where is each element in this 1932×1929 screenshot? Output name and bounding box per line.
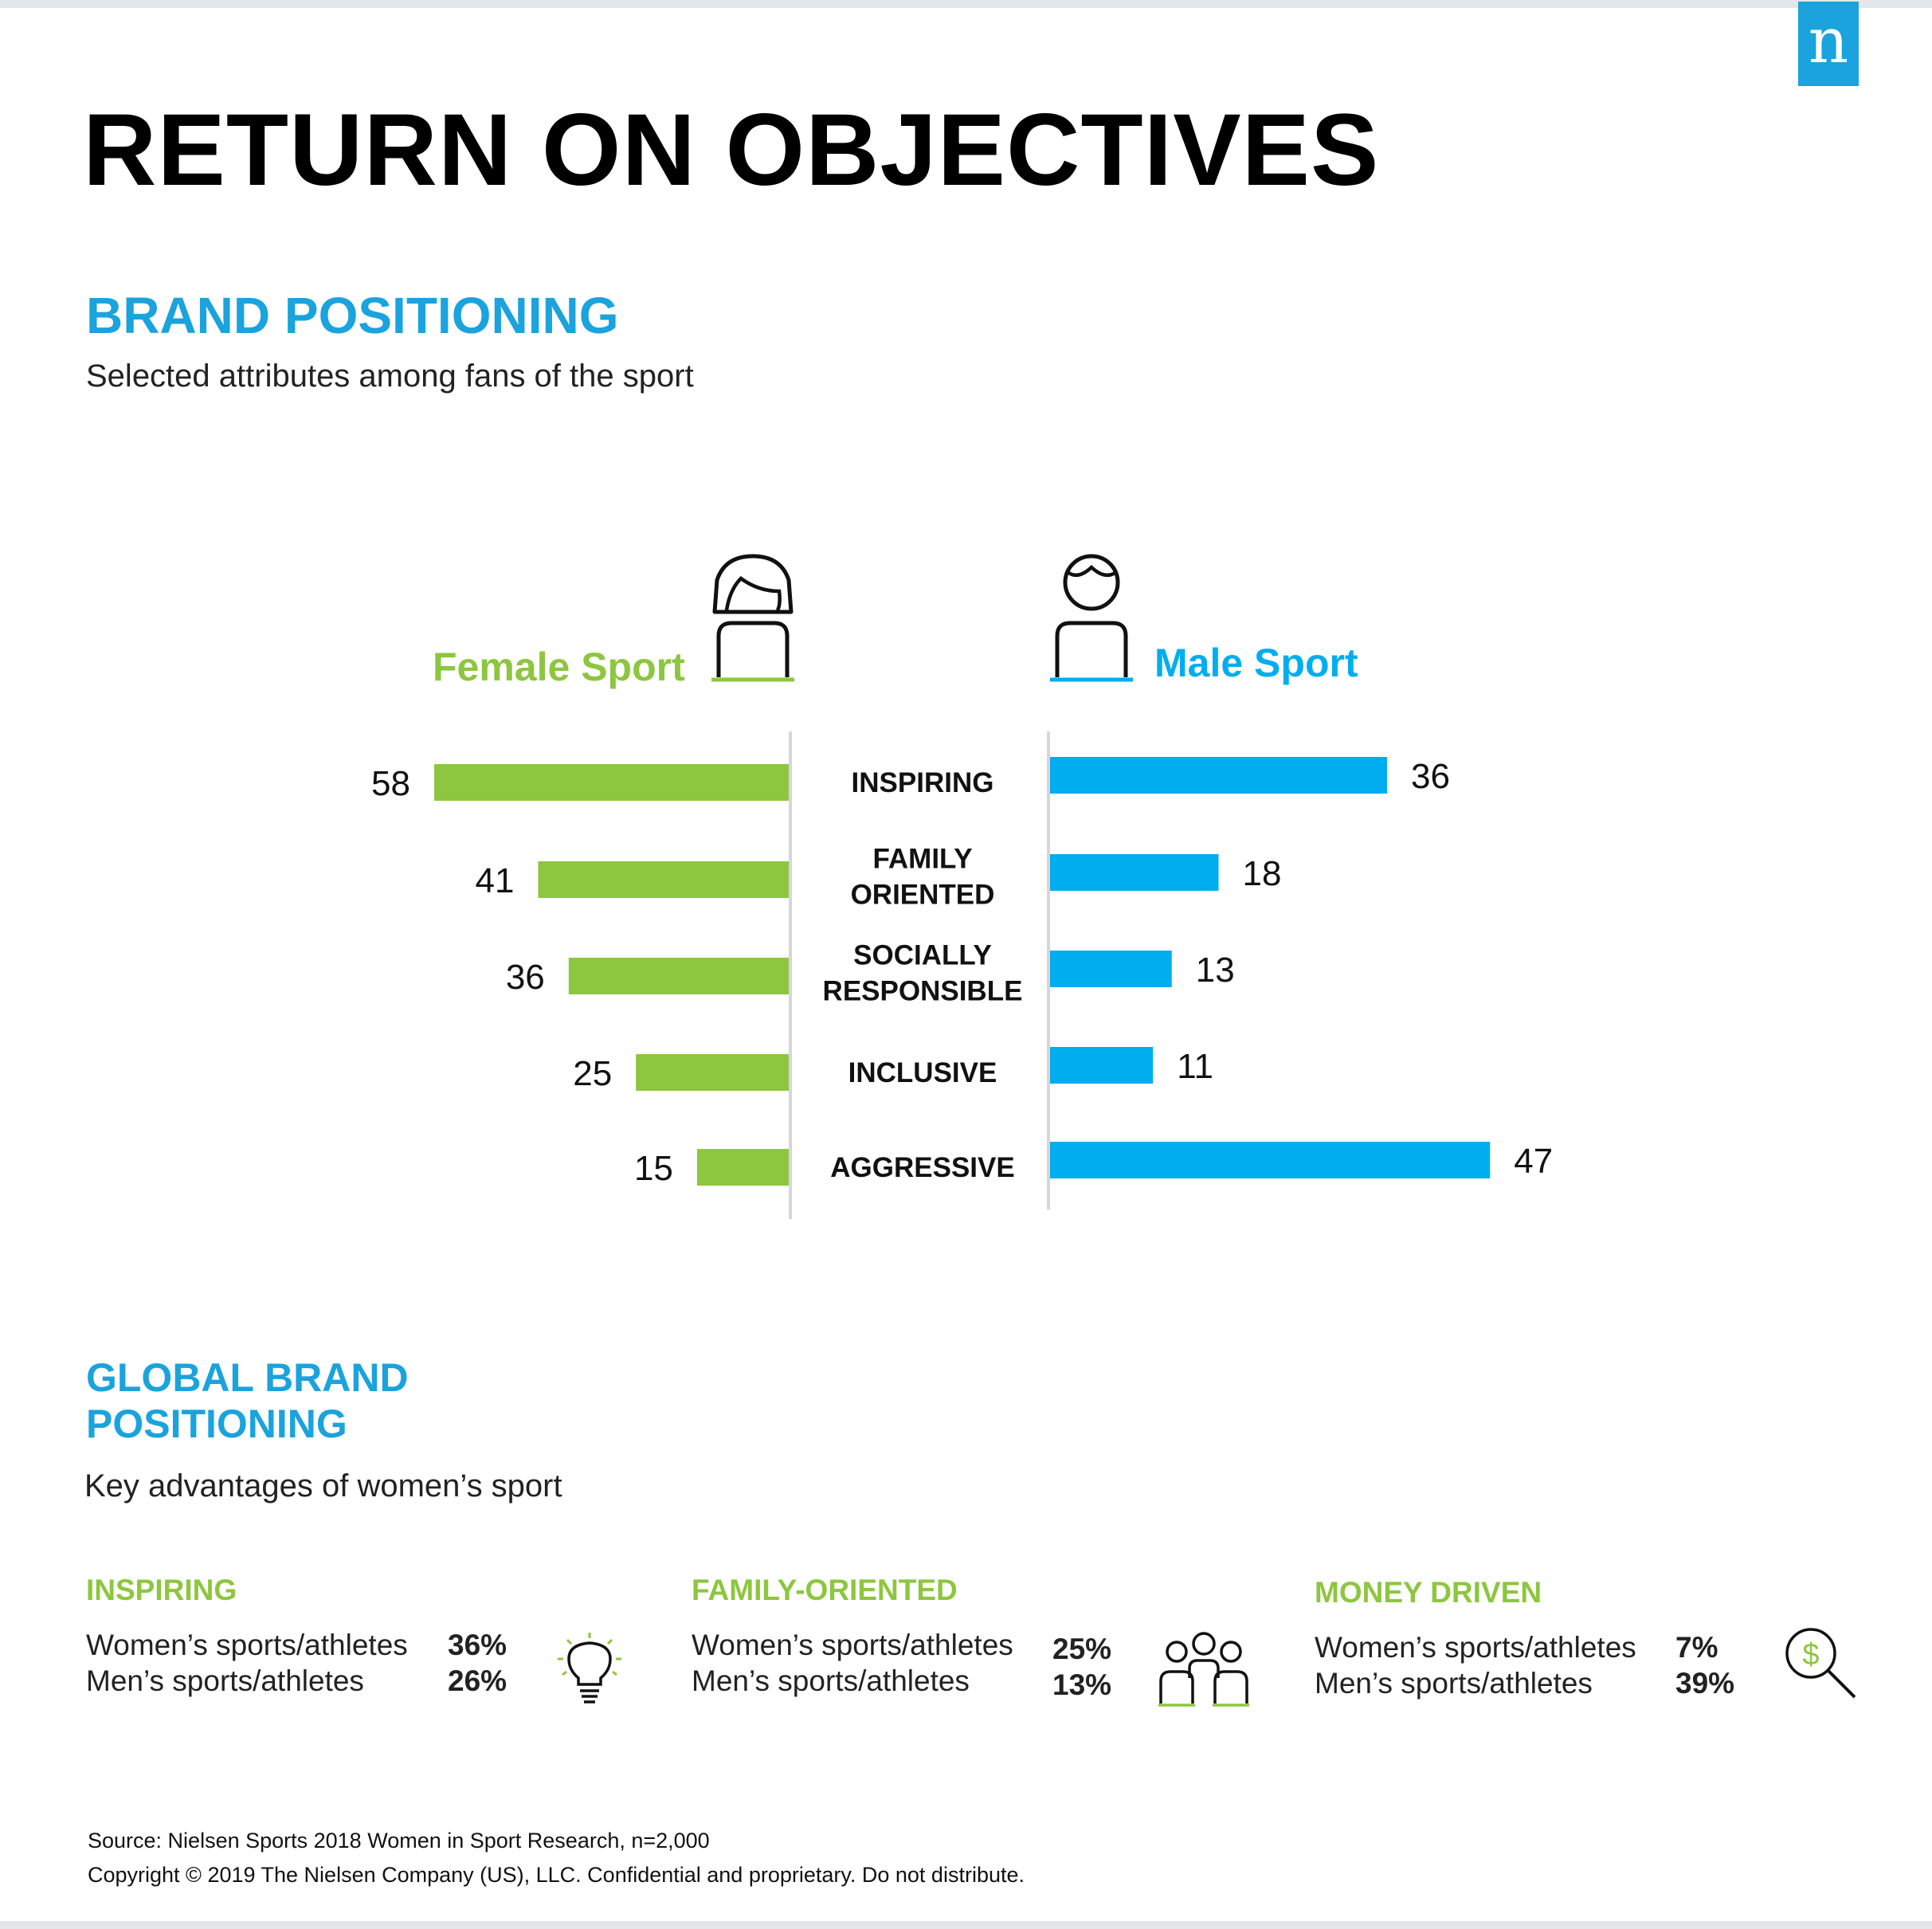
category-label-socially-responsible: SOCIALLY RESPONSIBLE [823,940,1023,1007]
female-value-label: 25 [573,1054,612,1093]
men-label: Men’s sports/athletes [86,1664,364,1697]
male-value-label: 18 [1243,854,1282,893]
men-label: Men’s sports/athletes [692,1664,970,1697]
female-value-label: 41 [475,861,514,900]
lightbulb-icon [558,1633,621,1704]
brand-positioning-subtitle: Selected attributes among fans of the sp… [86,359,694,394]
female-value-label: 58 [371,764,410,803]
advantage-title-inspiring: INSPIRING [86,1574,237,1606]
women-label: Women’s sports/athletes [1315,1631,1636,1664]
money-search-icon: $ [1785,1628,1856,1699]
female-bar-socially-responsible [568,958,789,994]
men-value: 13% [1052,1668,1112,1701]
men-value: 39% [1675,1667,1735,1700]
female-bar-inclusive [636,1054,789,1091]
male-value-label: 13 [1196,951,1235,990]
men-value: 26% [448,1664,507,1697]
bottom-bar [0,1921,1932,1929]
global-heading-line2: POSITIONING [86,1402,347,1446]
global-subtitle: Key advantages of women’s sport [84,1468,562,1504]
women-value: 25% [1052,1633,1112,1665]
category-label-inclusive: INCLUSIVE [848,1057,997,1088]
female-value-label: 15 [634,1149,673,1188]
advantage-title-money-driven: MONEY DRIVEN [1315,1576,1542,1609]
nielsen-logo: n [1798,2,1859,86]
category-label-inspiring: INSPIRING [852,767,994,798]
male-value-label: 11 [1177,1047,1213,1086]
female-value-label: 36 [506,958,545,997]
brand-positioning-chart: 58 36 INSPIRING 41 18 FAMILY ORIENTED 36 13 SOCIA… [371,731,1553,1219]
women-label: Women’s sports/athletes [86,1629,408,1661]
page-title: RETURN ON OBJECTIVES [83,93,1380,207]
male-bar-aggressive [1050,1142,1491,1178]
female-person-icon [711,554,794,682]
male-bar-family-oriented [1050,854,1219,891]
male-person-icon [1050,554,1133,682]
copyright-note: Copyright © 2019 The Nielsen Company (US… [88,1863,1025,1887]
male-value-label: 36 [1411,757,1450,796]
svg-text:$: $ [1802,1638,1819,1672]
top-bar [0,0,1932,8]
source-note: Source: Nielsen Sports 2018 Women in Spo… [88,1829,710,1853]
category-label-family-oriented: FAMILY ORIENTED [851,844,995,911]
male-sport-label: Male Sport [1154,641,1358,685]
female-sport-label: Female Sport [433,645,685,689]
female-bar-aggressive [696,1149,789,1186]
global-heading-line1: GLOBAL BRAND [86,1355,409,1400]
advantage-title-family-oriented: FAMILY-ORIENTED [692,1574,958,1606]
women-value: 36% [448,1629,507,1661]
male-value-label: 47 [1514,1142,1553,1181]
male-bar-inclusive [1050,1047,1154,1084]
women-value: 7% [1675,1631,1718,1664]
female-bar-family-oriented [538,861,789,898]
male-bar-socially-responsible [1050,951,1172,987]
family-icon [1158,1632,1249,1707]
men-label: Men’s sports/athletes [1315,1667,1593,1700]
global-brand-positioning-heading: GLOBAL BRAND POSITIONING [86,1355,409,1447]
brand-positioning-heading: BRAND POSITIONING [86,287,619,344]
female-bar-inspiring [434,764,789,801]
women-label: Women’s sports/athletes [692,1629,1013,1661]
category-label-aggressive: AGGRESSIVE [830,1152,1014,1183]
male-bar-inspiring [1050,757,1387,794]
